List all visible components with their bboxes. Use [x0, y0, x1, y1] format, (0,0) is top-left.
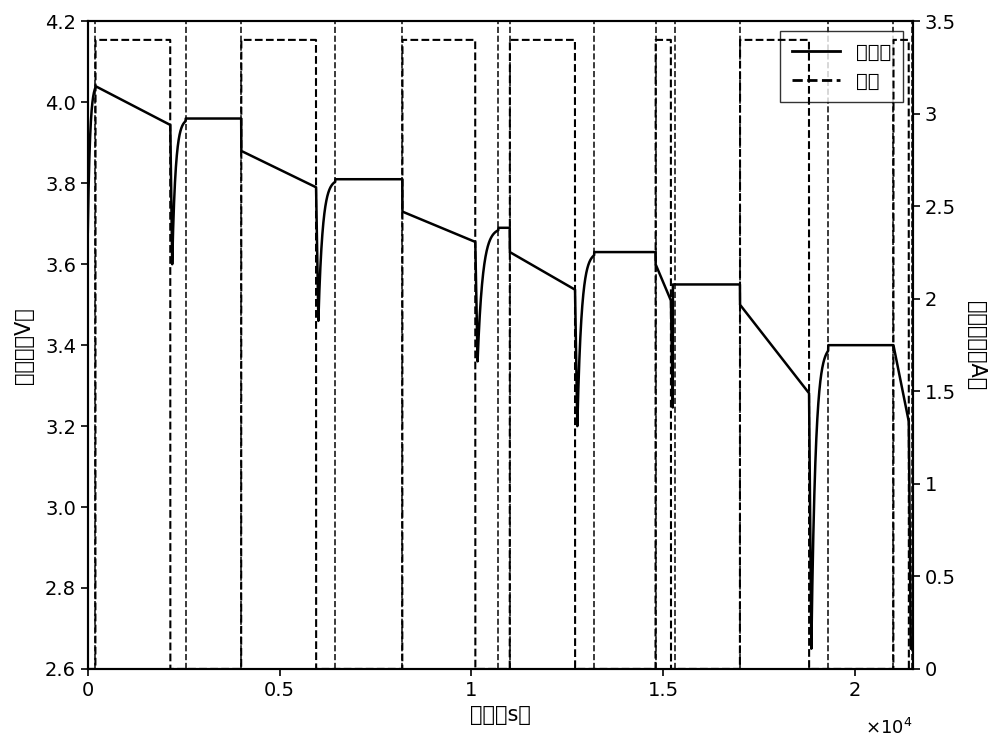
X-axis label: 时间（s）: 时间（s）: [470, 705, 531, 725]
Y-axis label: 放电电流（A）: 放电电流（A）: [966, 301, 986, 389]
Y-axis label: 端电压（V）: 端电压（V）: [14, 307, 34, 383]
Text: $\times 10^4$: $\times 10^4$: [865, 718, 913, 738]
Legend: 端电压, 电流: 端电压, 电流: [780, 31, 903, 102]
